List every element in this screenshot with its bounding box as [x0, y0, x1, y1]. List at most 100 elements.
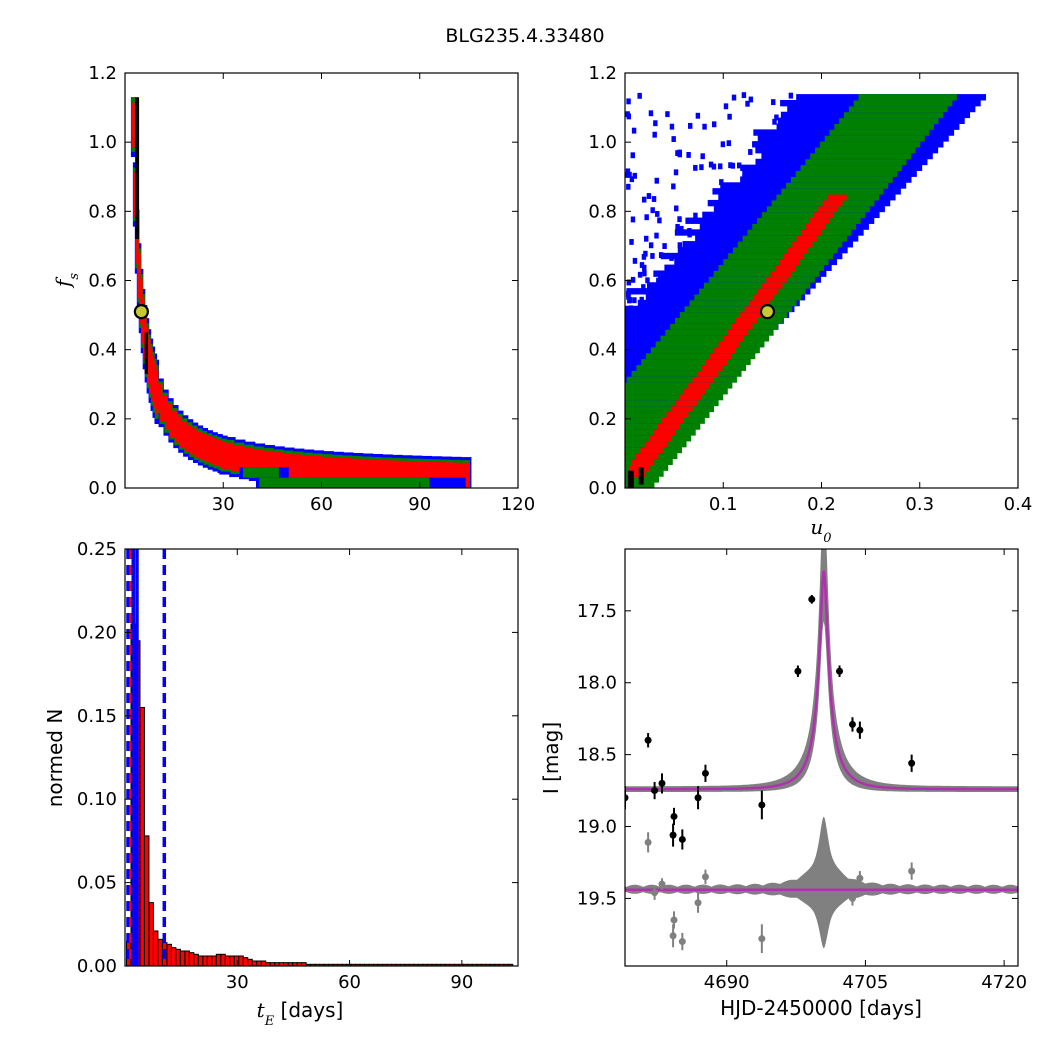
region-outer-cell: [630, 152, 635, 159]
x-axis-label: tE [days]: [257, 998, 344, 1029]
region-mid-cell: [824, 135, 925, 142]
region-mid-cell: [848, 105, 948, 113]
data-point: [848, 720, 856, 728]
histogram-bar: [242, 957, 249, 966]
region-inner-cell: [437, 462, 450, 488]
region-mid-cell: [853, 99, 953, 107]
region-inner-cell: [418, 461, 430, 488]
region-inner-cell: [194, 431, 202, 458]
region-outer-cell: [641, 301, 647, 308]
residual-point: [678, 938, 686, 946]
data-point: [794, 667, 802, 675]
histogram-bar: [247, 958, 253, 966]
region-core-cell: [144, 332, 148, 374]
x-tick-label: 4705: [843, 972, 889, 993]
region-outer-cell: [625, 330, 627, 337]
region-outer-cell: [619, 336, 623, 342]
region-mid-cell: [625, 382, 733, 389]
region-inner-cell: [151, 356, 155, 402]
y-tick-label: 0.0: [88, 478, 117, 499]
region-outer-cell: [637, 271, 643, 278]
residual-point: [908, 867, 916, 875]
histogram-bar: [188, 952, 195, 966]
x-axis-label: u0: [810, 515, 831, 546]
region-mid-cell: [723, 258, 829, 266]
region-mid-cell: [757, 217, 861, 224]
region-outer-cell: [645, 277, 650, 284]
x-tick-label: 60: [338, 972, 361, 993]
data-point: [808, 595, 816, 603]
region-outer-cell: [702, 123, 707, 130]
region-inner-cell: [696, 370, 719, 377]
y-tick-label: 0.4: [88, 340, 117, 361]
region-outer-cell: [679, 225, 684, 232]
region-outer-cell: [636, 310, 642, 317]
histogram-bar: [148, 902, 154, 966]
x-tick-label: 120: [501, 494, 535, 515]
y-tick-label: 0.15: [77, 706, 117, 727]
region-outer-cell: [631, 127, 637, 134]
region-mid-cell: [805, 158, 907, 166]
region-outer-cell: [686, 151, 691, 158]
data-point: [836, 667, 844, 675]
y-tick-label: 0.8: [588, 201, 617, 222]
region-inner-cell: [174, 416, 182, 443]
histogram-bar: [170, 947, 177, 966]
region-mid-cell: [718, 264, 825, 271]
histogram-bar: [143, 835, 150, 966]
region-outer-cell: [671, 136, 676, 143]
y-axis-label: fs: [51, 273, 82, 289]
region-inner-cell: [349, 458, 361, 485]
region-outer-cell: [625, 320, 630, 326]
axes-frame: [124, 548, 519, 967]
region-inner-cell: [822, 199, 843, 207]
region-outer-cell: [625, 111, 630, 118]
y-tick-label: 0.0: [588, 478, 617, 499]
y-tick-label: 0.2: [588, 409, 617, 430]
region-inner-cell: [666, 411, 689, 418]
region-outer-cell: [706, 213, 712, 220]
region-inner-cell: [740, 311, 762, 319]
axes-frame: [624, 548, 1019, 967]
region-outer-cell: [674, 205, 679, 212]
data-point: [856, 726, 864, 734]
region-outer-cell: [720, 141, 726, 148]
y-tick-label: 0.10: [77, 789, 117, 810]
y-tick-label: 19.5: [577, 888, 617, 909]
region-outer-cell: [669, 255, 674, 261]
residual-point: [701, 873, 709, 881]
region-outer-cell: [687, 231, 692, 238]
region-inner-cell: [675, 399, 697, 407]
region-outer-cell: [644, 235, 649, 242]
panel-tE-histogram: 30 60 90 0.00 0.05 0.10 0.15 0.20 0.25 normed N tE…: [43, 539, 519, 1029]
region-inner-cell: [779, 258, 800, 266]
histogram-bar: [179, 950, 186, 966]
region-inner-cell: [640, 446, 663, 454]
region-inner-cell: [149, 348, 153, 394]
data-point: [758, 801, 766, 809]
region-outer-cell: [711, 163, 717, 170]
region-outer-cell: [634, 309, 639, 316]
region-outer-cell: [677, 216, 682, 223]
histogram-bars: [125, 549, 514, 966]
data-point: [678, 835, 686, 843]
region-outer-cell: [647, 287, 653, 294]
region-outer-cell: [651, 196, 657, 202]
y-tick-label: 0.00: [77, 956, 117, 977]
region-inner-cell: [731, 323, 753, 330]
region-mid-cell: [747, 229, 852, 236]
region-inner-cell: [631, 458, 655, 465]
region-inner-cell: [339, 458, 352, 485]
region-outer-cell: [711, 121, 717, 128]
region-outer-cell: [723, 103, 729, 110]
region-mid-tail: [259, 477, 430, 488]
region-inner-cell: [744, 305, 766, 313]
region-inner-cell: [826, 194, 847, 201]
region-inner-cell: [231, 445, 243, 472]
region-outer-cell: [625, 290, 631, 297]
region-inner-cell: [153, 363, 157, 409]
histogram-bar: [260, 960, 267, 966]
region-inner-cell: [369, 459, 381, 486]
region-inner-cell: [261, 450, 273, 477]
histogram-bar: [197, 955, 204, 966]
